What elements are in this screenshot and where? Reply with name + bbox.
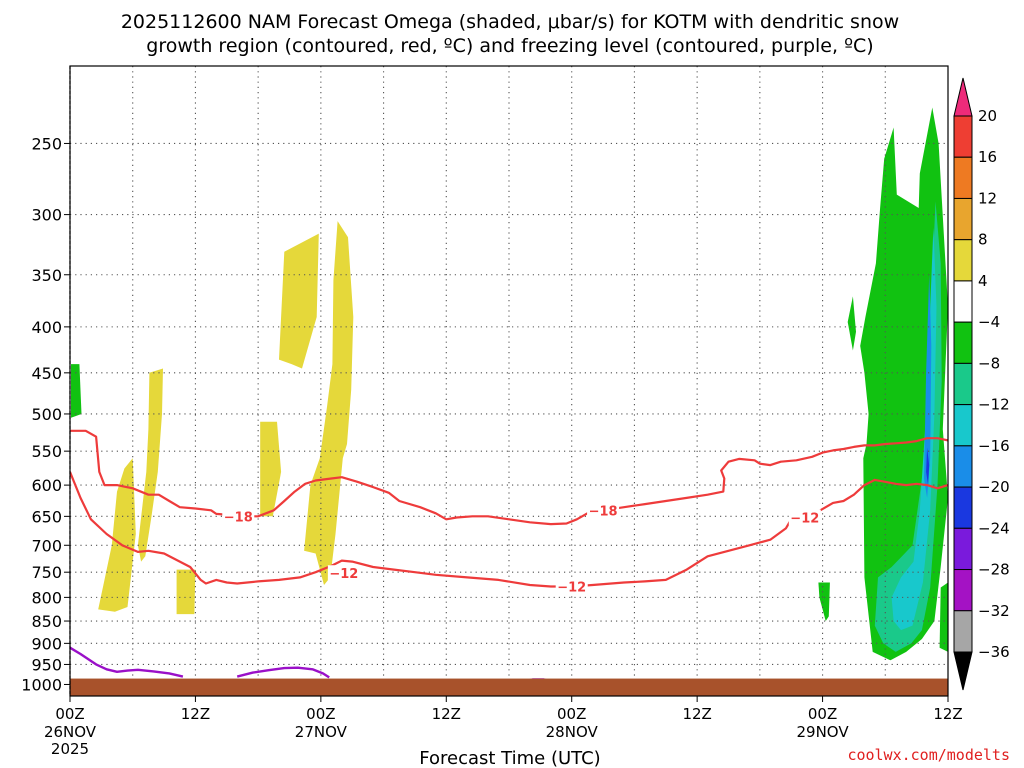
y-tick-label: 700: [31, 536, 62, 555]
y-tick-label: 750: [31, 563, 62, 582]
omega-region-neg4: [818, 582, 830, 621]
contour-label-bg: [587, 502, 620, 519]
y-tick-label: 350: [31, 266, 62, 285]
colorbar-cell: [953, 321, 973, 364]
omega-region-4: [279, 233, 319, 369]
omega-region-neg16: [924, 274, 932, 498]
colorbar-cell: [953, 445, 973, 488]
terrain-fill: [70, 678, 948, 696]
colorbar-cell: [953, 280, 973, 323]
omega-region-4: [176, 569, 196, 615]
omega-region-neg4: [71, 364, 82, 418]
omega-region-neg20: [926, 447, 930, 486]
y-tick-label: 400: [31, 318, 62, 337]
colorbar-tick-label: 16: [978, 148, 997, 166]
x-tick-label: 12Z: [933, 705, 962, 723]
colorbar-tick-label: −28: [978, 561, 1010, 579]
colorbar-tick-label: 8: [978, 231, 988, 249]
x-tick-date: 29NOV: [797, 723, 850, 741]
x-tick-date: 28NOV: [546, 723, 599, 741]
contour-label: −12: [557, 580, 586, 595]
contour-label: −18: [224, 510, 253, 525]
x-axis-label: Forecast Time (UTC): [419, 748, 600, 768]
colorbar: 20 16 12 8 4 −4 −8 −12 −16 −20 −24 −28 −32 −36: [953, 77, 1010, 691]
colorbar-cell: [953, 404, 973, 447]
omega-region-4: [304, 221, 354, 585]
contour-label-bg: [222, 508, 255, 525]
x-tick-label: 00Z: [557, 705, 586, 723]
colorbar-tick-label: 4: [978, 272, 988, 290]
x-tick-label: 00Z: [808, 705, 837, 723]
contour-label-bg: [555, 578, 588, 595]
colorbar-top-arrow: [953, 77, 973, 117]
colorbar-tick-label: −16: [978, 437, 1010, 455]
freezing-level-contour: [236, 666, 330, 679]
colorbar-tick-label: −20: [978, 478, 1010, 496]
x-tick-year: 2025: [51, 740, 89, 758]
contour-label: −12: [329, 567, 358, 582]
omega-region-4: [98, 458, 136, 612]
colorbar-cell: [953, 610, 973, 653]
chart-title-line-1: 2025112600 NAM Forecast Omega (shaded, μ…: [121, 11, 899, 33]
contour-label-bg: [788, 509, 821, 526]
colorbar-tick-label: −32: [978, 602, 1010, 620]
y-tick-label: 650: [31, 507, 62, 526]
colorbar-tick-label: −36: [978, 643, 1010, 661]
omega-region-4: [260, 421, 282, 517]
colorbar-tick-label: −8: [978, 354, 1000, 372]
chart-title-line-2: growth region (contoured, red, ºC) and f…: [146, 35, 873, 57]
contour-label: −18: [589, 504, 618, 519]
colorbar-tick-label: −4: [978, 313, 1000, 331]
y-tick-label: 450: [31, 364, 62, 383]
x-tick-label: 12Z: [181, 705, 210, 723]
colorbar-tick-label: −12: [978, 396, 1010, 414]
y-tick-label: 800: [31, 588, 62, 607]
y-tick-label: 850: [31, 612, 62, 631]
x-tick-label: 00Z: [306, 705, 335, 723]
omega-region-4: [137, 368, 163, 562]
y-tick-label: 250: [31, 134, 62, 153]
colorbar-bottom-arrow: [953, 651, 973, 691]
dgz-contour-neg18: [70, 429, 948, 526]
colorbar-tick-label: −24: [978, 519, 1010, 537]
x-tick-label: 12Z: [432, 705, 461, 723]
y-tick-label: 900: [31, 634, 62, 653]
colorbar-cell: [953, 569, 973, 612]
colorbar-cell: [953, 156, 973, 199]
y-tick-label: 550: [31, 442, 62, 461]
x-tick-date: 27NOV: [295, 723, 348, 741]
omega-region-neg4: [847, 296, 856, 351]
colorbar-tick-label: 20: [978, 107, 997, 125]
x-tick-date: 26NOV: [44, 723, 97, 741]
plot-inner: −18 −12 −18 −12 −12: [70, 66, 948, 696]
plot-area: −18 −12 −18 −12 −12 250 300 350 400 450 500 550 600 6…: [21, 65, 963, 758]
colorbar-cell: [953, 115, 973, 158]
y-tick-label: 1000: [21, 675, 62, 694]
dgz-contour-neg12: [70, 471, 948, 588]
y-tick-label: 950: [31, 655, 62, 674]
y-tick-label: 300: [31, 206, 62, 225]
omega-region-neg12: [891, 227, 937, 631]
y-tick-label: 500: [31, 405, 62, 424]
colorbar-cell: [953, 239, 973, 282]
x-tick-label: 00Z: [55, 705, 84, 723]
colorbar-cell: [953, 486, 973, 529]
colorbar-cell: [953, 362, 973, 406]
contour-label: −12: [790, 512, 819, 527]
colorbar-cell: [953, 527, 973, 571]
credit-text: coolwx.com/modelts: [847, 746, 1010, 764]
colorbar-tick-label: 12: [978, 189, 997, 207]
colorbar-cell: [953, 197, 973, 241]
freezing-level-contour: [70, 646, 184, 678]
y-tick-label: 600: [31, 476, 62, 495]
omega-region-neg4: [939, 582, 948, 652]
contour-label-bg: [327, 565, 360, 582]
x-tick-label: 12Z: [682, 705, 711, 723]
